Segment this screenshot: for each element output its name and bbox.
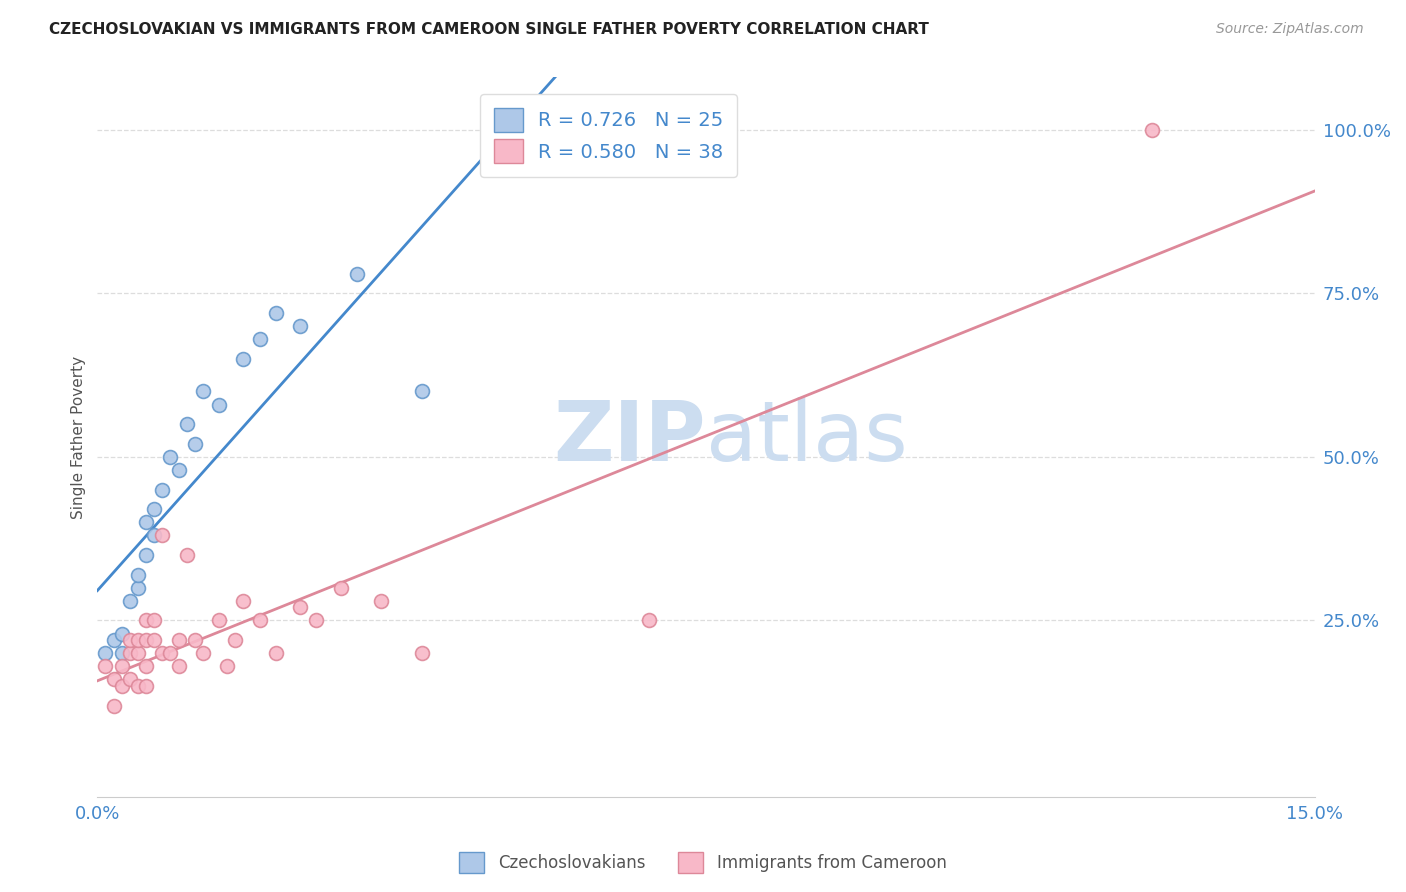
Point bbox=[127, 581, 149, 595]
Point bbox=[232, 594, 254, 608]
Point bbox=[143, 528, 166, 542]
Point bbox=[94, 659, 117, 673]
Y-axis label: Single Father Poverty: Single Father Poverty bbox=[72, 356, 86, 519]
Point bbox=[346, 267, 368, 281]
Point bbox=[167, 463, 190, 477]
Point bbox=[135, 659, 157, 673]
Point bbox=[127, 646, 149, 660]
Point bbox=[1142, 122, 1164, 136]
Point bbox=[191, 646, 214, 660]
Point bbox=[191, 384, 214, 399]
Point bbox=[638, 614, 661, 628]
Point bbox=[217, 659, 239, 673]
Legend: R = 0.726   N = 25, R = 0.580   N = 38: R = 0.726 N = 25, R = 0.580 N = 38 bbox=[479, 95, 737, 177]
Point bbox=[533, 122, 555, 136]
Text: Source: ZipAtlas.com: Source: ZipAtlas.com bbox=[1216, 22, 1364, 37]
Point bbox=[103, 698, 125, 713]
Point bbox=[264, 306, 287, 320]
Point bbox=[305, 614, 328, 628]
Point bbox=[159, 646, 181, 660]
Point bbox=[167, 659, 190, 673]
Legend: Czechoslovakians, Immigrants from Cameroon: Czechoslovakians, Immigrants from Camero… bbox=[453, 846, 953, 880]
Point bbox=[150, 646, 173, 660]
Point bbox=[176, 548, 198, 562]
Point bbox=[249, 332, 271, 346]
Point bbox=[264, 646, 287, 660]
Point bbox=[135, 614, 157, 628]
Point bbox=[118, 633, 141, 648]
Point bbox=[143, 502, 166, 516]
Point bbox=[118, 594, 141, 608]
Point bbox=[111, 679, 134, 693]
Point bbox=[208, 614, 231, 628]
Point bbox=[118, 673, 141, 687]
Point bbox=[176, 417, 198, 432]
Point bbox=[249, 614, 271, 628]
Point bbox=[143, 614, 166, 628]
Point bbox=[127, 679, 149, 693]
Point bbox=[135, 548, 157, 562]
Point bbox=[103, 633, 125, 648]
Point bbox=[135, 679, 157, 693]
Point bbox=[135, 633, 157, 648]
Point bbox=[111, 626, 134, 640]
Text: ZIP: ZIP bbox=[554, 397, 706, 478]
Text: atlas: atlas bbox=[706, 397, 908, 478]
Point bbox=[127, 567, 149, 582]
Point bbox=[411, 646, 433, 660]
Point bbox=[94, 646, 117, 660]
Point bbox=[118, 646, 141, 660]
Point bbox=[224, 633, 246, 648]
Point bbox=[232, 351, 254, 366]
Point bbox=[184, 437, 207, 451]
Point bbox=[411, 384, 433, 399]
Point bbox=[167, 633, 190, 648]
Point bbox=[290, 319, 312, 334]
Text: CZECHOSLOVAKIAN VS IMMIGRANTS FROM CAMEROON SINGLE FATHER POVERTY CORRELATION CH: CZECHOSLOVAKIAN VS IMMIGRANTS FROM CAMER… bbox=[49, 22, 929, 37]
Point bbox=[135, 516, 157, 530]
Point bbox=[159, 450, 181, 464]
Point bbox=[370, 594, 392, 608]
Point bbox=[290, 600, 312, 615]
Point bbox=[329, 581, 352, 595]
Point bbox=[150, 528, 173, 542]
Point bbox=[143, 633, 166, 648]
Point bbox=[127, 633, 149, 648]
Point bbox=[111, 659, 134, 673]
Point bbox=[150, 483, 173, 497]
Point bbox=[111, 646, 134, 660]
Point bbox=[184, 633, 207, 648]
Point bbox=[208, 398, 231, 412]
Point bbox=[103, 673, 125, 687]
